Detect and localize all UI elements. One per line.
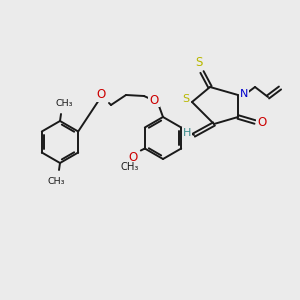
Text: CH₃: CH₃ — [47, 176, 65, 185]
Text: O: O — [149, 94, 159, 106]
Text: O: O — [128, 151, 137, 164]
Text: O: O — [96, 88, 106, 101]
Text: O: O — [257, 116, 267, 128]
Text: CH₃: CH₃ — [55, 98, 73, 107]
Text: S: S — [195, 56, 203, 70]
Text: S: S — [182, 94, 190, 104]
Text: N: N — [240, 89, 248, 99]
Text: CH₃: CH₃ — [121, 163, 139, 172]
Text: H: H — [183, 128, 191, 138]
